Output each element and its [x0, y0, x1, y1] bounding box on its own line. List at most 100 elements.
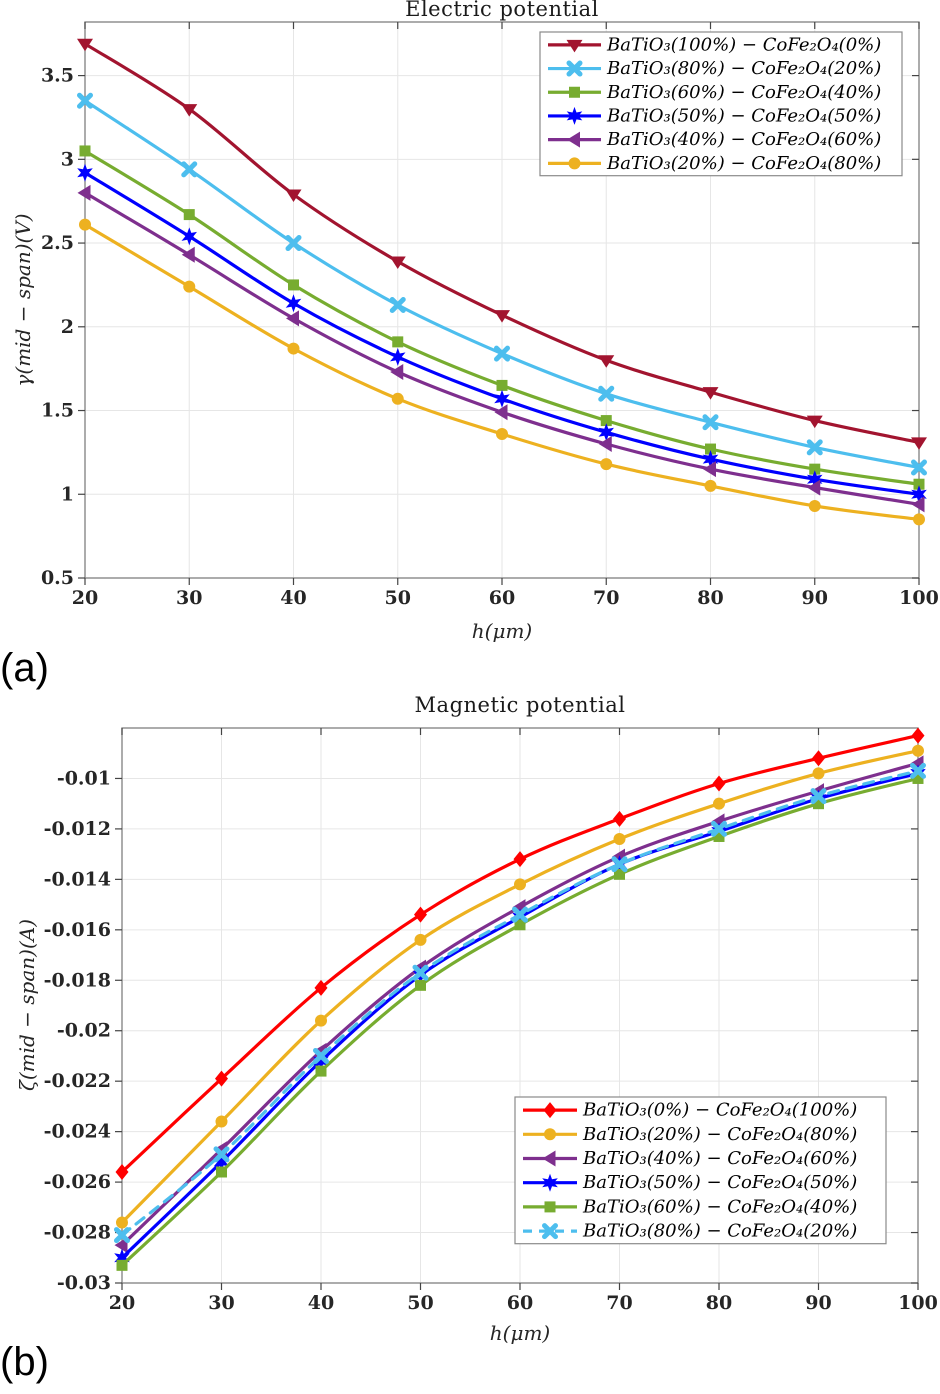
y-tick-label: 1.5: [41, 400, 74, 422]
magnetic-potential-chart: 20 30 40 50 60 70 80 90 100 -0.03 -0.028 -0.026 -0.0…: [15, 693, 938, 1345]
hexagram-marker: [285, 294, 302, 313]
circle-marker: [315, 1014, 327, 1027]
triangle-left-marker: [390, 364, 404, 381]
x-marker: [213, 1146, 230, 1163]
x-marker: [77, 92, 93, 109]
x-axis-label: h(μm): [472, 619, 532, 643]
hexagram-marker: [213, 1152, 230, 1171]
hexagram-marker: [807, 470, 823, 489]
legend-label: BaTiO₃(40%) − CoFe₂O₄(60%): [582, 1148, 857, 1169]
x-marker: [412, 964, 429, 981]
triangle-left-marker: [494, 404, 508, 421]
hexagram-marker: [390, 347, 406, 366]
square-marker: [813, 798, 824, 810]
x-marker: [911, 459, 927, 476]
circle-marker: [391, 392, 404, 405]
square-marker: [79, 145, 91, 157]
y-tick-label: -0.022: [44, 1070, 111, 1092]
x-marker: [611, 856, 628, 873]
circle-marker: [808, 499, 821, 512]
y-tick-label: 2.5: [41, 232, 74, 254]
circle-marker: [414, 933, 427, 946]
square-marker: [116, 1259, 128, 1271]
chart-title: Magnetic potential: [415, 693, 626, 717]
legend-label: BaTiO₃(40%) − CoFe₂O₄(60%): [606, 129, 881, 150]
hexagram-marker: [313, 1052, 329, 1070]
x-tick-label: 80: [697, 587, 723, 609]
legend-label: BaTiO₃(80%) − CoFe₂O₄(20%): [606, 58, 881, 79]
square-marker: [569, 86, 580, 98]
tick-marks: [115, 728, 919, 1290]
triangle-down-marker: [494, 310, 510, 323]
triangle-left-marker: [286, 310, 299, 327]
square-marker: [288, 279, 299, 291]
diamond-marker: [314, 979, 328, 996]
x-tick-label: 20: [109, 1292, 135, 1314]
hexagram-marker: [542, 1173, 558, 1192]
y-tick-label: -0.026: [44, 1171, 111, 1193]
y-tick-label: -0.028: [44, 1222, 111, 1244]
legend: BaTiO₃(0%) − CoFe₂O₄(100%) BaTiO₃(20%) − …: [514, 1096, 887, 1245]
y-tick-label: 3: [61, 148, 74, 170]
square-marker: [809, 463, 821, 475]
hexagram-marker: [77, 163, 93, 182]
legend-label: BaTiO₃(0%) − CoFe₂O₄(100%): [582, 1100, 857, 1121]
circle-marker: [116, 1216, 128, 1229]
legend-label: BaTiO₃(80%) − CoFe₂O₄(20%): [582, 1221, 857, 1242]
triangle-left-marker: [911, 496, 925, 513]
y-tick-label: 0.5: [41, 567, 74, 589]
diamond-marker: [613, 810, 626, 827]
circle-marker: [287, 342, 300, 355]
x-tick-label: 40: [308, 1292, 334, 1314]
hexagram-marker: [598, 423, 614, 442]
hexagram-marker: [566, 106, 583, 125]
x-tick-label: 80: [706, 1292, 732, 1314]
circle-marker: [613, 833, 626, 845]
hexagram-marker: [114, 1248, 130, 1267]
x-marker: [806, 439, 823, 456]
square-marker: [216, 1166, 227, 1178]
triangle-left-marker: [598, 436, 612, 453]
legend-label: BaTiO₃(20%) − CoFe₂O₄(80%): [606, 153, 881, 174]
x-marker: [910, 762, 926, 779]
triangle-down-marker: [566, 39, 583, 53]
x-tick-label: 90: [802, 587, 828, 609]
circle-marker: [215, 1115, 228, 1128]
y-tick-label: -0.016: [44, 919, 111, 941]
square-marker: [496, 379, 508, 391]
x-tick-label: 50: [385, 587, 411, 609]
triangle-left-marker: [542, 1150, 556, 1167]
x-tick-label: 30: [208, 1292, 234, 1314]
square-marker: [912, 772, 924, 784]
square-marker: [392, 336, 404, 348]
series-5: [79, 218, 925, 526]
square-marker: [614, 868, 625, 880]
triangle-left-marker: [703, 461, 716, 478]
circle-marker: [183, 280, 196, 293]
chart-title: Electric potential: [405, 0, 599, 21]
tick-marks: [78, 22, 920, 585]
legend-label: BaTiO₃(20%) − CoFe₂O₄(80%): [582, 1124, 857, 1145]
x-tick-label: 70: [606, 1292, 632, 1314]
y-tick-label: -0.014: [44, 868, 111, 890]
hexagram-marker: [494, 389, 510, 408]
triangle-down-marker: [389, 256, 406, 269]
x-tick-label: 50: [407, 1292, 433, 1314]
diamond-marker: [414, 906, 427, 923]
triangle-left-marker: [77, 184, 91, 201]
y-tick-label: -0.03: [57, 1272, 111, 1294]
diamond-marker: [812, 750, 825, 767]
series-5: [114, 762, 926, 1244]
series-4: [116, 772, 924, 1271]
square-marker: [705, 443, 716, 455]
triangle-down-marker: [77, 38, 93, 52]
square-marker: [544, 1201, 556, 1213]
square-marker: [315, 1065, 327, 1077]
hexagram-marker: [911, 485, 927, 504]
x-marker: [512, 906, 528, 923]
x-marker: [181, 161, 198, 178]
series-0: [115, 727, 925, 1180]
x-marker: [542, 1223, 558, 1240]
diamond-marker: [513, 851, 527, 868]
circle-marker: [514, 878, 526, 891]
